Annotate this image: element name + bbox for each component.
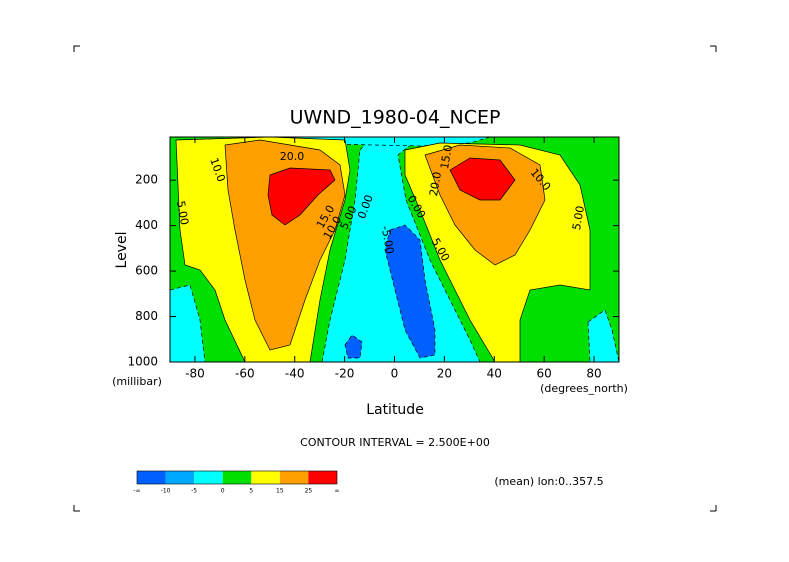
- contour-fill: [344, 334, 363, 359]
- y-tick-label: 1000: [127, 355, 158, 369]
- x-tick-label: 40: [487, 367, 502, 381]
- colorbar-swatch: [251, 471, 280, 484]
- contour-fill: [384, 224, 436, 359]
- colorbar-swatch: [279, 471, 309, 484]
- colorbar-swatch: [222, 471, 252, 484]
- colorbar-label: 0: [221, 488, 225, 495]
- contour-label: 15.0: [438, 144, 455, 170]
- contour-fill: [169, 284, 206, 363]
- contour-label: 20.0: [280, 150, 305, 163]
- plot-area: 10.0 20.05.00 15.010.05.000.00-5.000.005.0…: [169, 136, 620, 363]
- colorbar-label: -10: [161, 488, 171, 495]
- x-tick-label: -40: [285, 367, 305, 381]
- contour-fill: [587, 309, 620, 363]
- y-axis-label: Level: [114, 232, 130, 269]
- colorbar-swatch: [165, 471, 195, 484]
- x-tick-label: 60: [537, 367, 552, 381]
- y-tick-label: 600: [135, 264, 158, 278]
- colorbar-swatch: [194, 471, 223, 484]
- colorbar-label: 25: [305, 488, 313, 495]
- x-tick-label: 20: [437, 367, 452, 381]
- colorbar-frame: [136, 470, 338, 485]
- y-axis-units: (millibar): [112, 375, 162, 388]
- colorbar-label: 15: [276, 488, 284, 495]
- x-tick-label: 0: [391, 367, 399, 381]
- x-tick-label: -80: [185, 367, 205, 381]
- colorbar-label: 5: [249, 488, 253, 495]
- y-tick-label: 200: [135, 173, 158, 187]
- region-note: (mean) lon:0..357.5: [494, 475, 603, 488]
- contour-label: -5.00: [379, 225, 397, 255]
- contour-note: CONTOUR INTERVAL = 2.500E+00: [300, 436, 490, 449]
- y-tick-label: 800: [135, 309, 158, 323]
- chart-title: UWND_1980-04_NCEP: [290, 107, 501, 129]
- x-tick-label: -60: [235, 367, 255, 381]
- colorbar-swatch: [137, 471, 166, 484]
- colorbar-swatch: [308, 471, 337, 484]
- x-axis-label: Latitude: [366, 402, 424, 418]
- colorbar-label: -5: [191, 488, 197, 495]
- contour-label: 20.0: [427, 171, 444, 197]
- x-axis-units: (degrees_north): [540, 382, 628, 395]
- x-tick-label: 80: [586, 367, 601, 381]
- y-tick-label: 400: [135, 218, 158, 232]
- colorbar-label: ∞: [335, 488, 340, 495]
- x-tick-label: -20: [335, 367, 355, 381]
- corner-marks: [73, 45, 717, 512]
- contour-label: 5.00: [174, 200, 191, 226]
- contour-fill: [267, 167, 336, 226]
- colorbar-label: -∞: [133, 488, 140, 495]
- contour-label: 5.00: [570, 205, 587, 231]
- contour-fill: [449, 157, 516, 201]
